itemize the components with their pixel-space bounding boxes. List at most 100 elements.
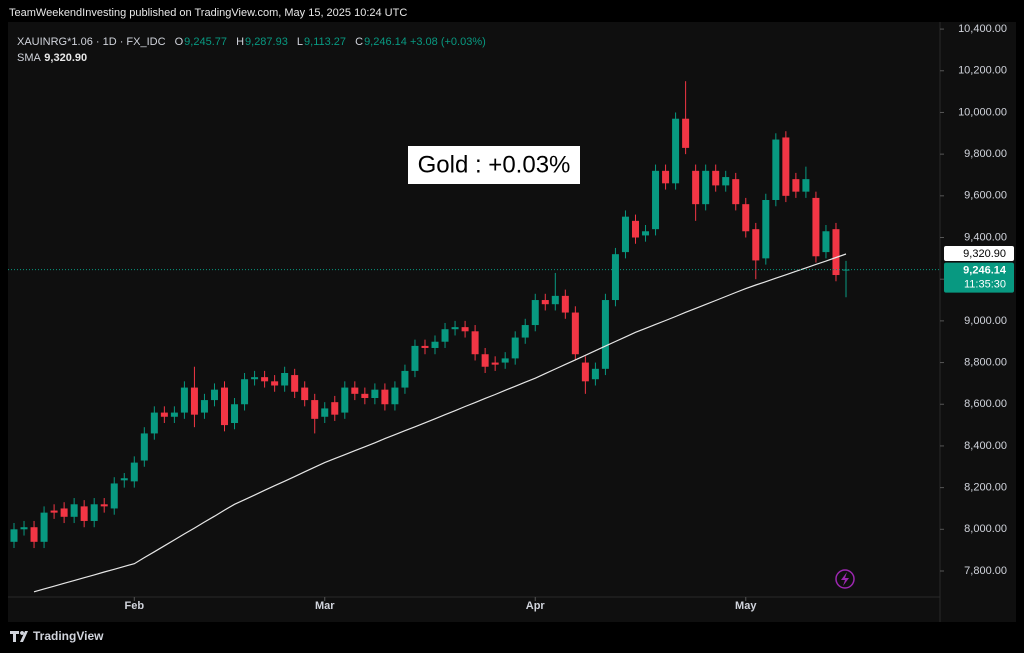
candle-body <box>50 510 58 513</box>
candle-body <box>331 402 339 415</box>
y-tick-label: 10,400.00 <box>958 23 1007 35</box>
annotation-box <box>408 146 580 184</box>
candle-body <box>611 254 619 301</box>
candle-body <box>501 358 509 363</box>
candle-body <box>150 412 158 434</box>
candle-body <box>672 118 680 184</box>
candle-body <box>100 504 108 507</box>
candle-body <box>642 231 650 236</box>
candle-body <box>251 377 259 380</box>
candle-body <box>180 387 188 413</box>
candle-body <box>190 387 198 415</box>
change: +3.08 (+0.03%) <box>410 36 486 48</box>
candle-body <box>80 506 88 521</box>
y-tick-label: 8,400.00 <box>964 440 1007 452</box>
candle-body <box>20 527 28 530</box>
candle-body <box>561 295 569 313</box>
candle-body <box>271 381 279 386</box>
candle-body <box>401 370 409 388</box>
y-tick-label: 9,000.00 <box>964 315 1007 327</box>
candle-body <box>120 478 128 481</box>
candle-body <box>411 345 419 371</box>
candle-body <box>221 387 229 426</box>
candle-body <box>311 400 319 419</box>
logo <box>10 631 28 642</box>
sma-label: SMA <box>17 52 42 64</box>
alert-icon[interactable] <box>835 569 855 589</box>
candle-body <box>381 389 389 405</box>
x-tick-label: Feb <box>125 600 145 612</box>
h-label: H <box>236 36 244 48</box>
alert-bolt <box>841 572 849 586</box>
candle-body <box>822 231 830 253</box>
price-tag-label: 9,246.14 <box>963 264 1007 276</box>
candle-body <box>521 325 529 338</box>
candle-body <box>70 504 78 517</box>
candle-body <box>571 312 579 355</box>
candle-body <box>581 362 589 382</box>
candle-body <box>130 462 138 482</box>
sma-tag-label: 9,320.90 <box>963 248 1006 260</box>
candle-body <box>732 179 740 205</box>
candle-body <box>591 368 599 380</box>
candle-body <box>601 300 609 369</box>
candle-body <box>471 331 479 355</box>
candle-body <box>421 345 429 348</box>
candle-body <box>742 204 750 232</box>
candle-body <box>431 341 439 348</box>
o-label: O <box>175 36 184 48</box>
candle-body <box>321 408 329 417</box>
x-tick-label: Mar <box>315 600 335 612</box>
candle-body <box>261 377 269 382</box>
candle-body <box>351 387 359 394</box>
candle-body <box>621 216 629 253</box>
candle-body <box>281 372 289 386</box>
candle-body <box>491 362 499 365</box>
candle-body <box>110 483 118 509</box>
c-label: C <box>355 36 363 48</box>
candle-body <box>702 170 710 205</box>
y-tick-label: 8,200.00 <box>964 482 1007 494</box>
candle-body <box>291 375 299 392</box>
candle-body <box>341 387 349 413</box>
header: TeamWeekendInvesting published on Tradin… <box>9 7 407 19</box>
y-tick-label: 9,800.00 <box>964 148 1007 160</box>
candle-body <box>461 327 469 332</box>
price-tag <box>944 262 1014 293</box>
candle-body <box>361 393 369 398</box>
c-value: 9,246.14 <box>364 36 407 48</box>
candle-body <box>481 354 489 367</box>
candle-body <box>752 229 760 261</box>
candle-body <box>692 170 700 205</box>
candle-body <box>802 179 810 192</box>
candle-body <box>451 327 459 330</box>
legend-ohlc: XAUINRG*1.06 · 1D · FX_IDC O9,245.77 H 9,… <box>17 36 486 48</box>
symbol: XAUINRG*1.06 · 1D · FX_IDC <box>17 36 166 48</box>
x-tick-label: May <box>735 600 757 612</box>
footer-brand: TradingView <box>33 629 104 643</box>
y-tick-label: 8,800.00 <box>964 356 1007 368</box>
sma-value: 9,320.90 <box>44 52 87 64</box>
countdown-label: 11:35:30 <box>964 278 1006 290</box>
y-tick-label: 10,000.00 <box>958 106 1007 118</box>
candle-body <box>231 404 239 424</box>
candle-body <box>772 139 780 200</box>
candle-body <box>170 412 178 417</box>
candle-body <box>60 508 68 517</box>
candle-body <box>722 177 730 186</box>
candle-body <box>301 387 309 401</box>
annotation: Gold : +0.03% <box>418 151 571 178</box>
y-tick-label: 7,800.00 <box>964 565 1007 577</box>
candle-body <box>682 118 690 148</box>
candle-body <box>531 300 539 326</box>
candle-body <box>210 389 218 401</box>
candle-body <box>140 433 148 461</box>
candle-body <box>441 329 449 342</box>
plot <box>8 81 940 593</box>
candle-body <box>391 387 399 405</box>
o-value: 9,245.77 <box>184 36 227 48</box>
y-tick-label: 9,400.00 <box>964 231 1007 243</box>
sma-tag <box>944 245 1014 261</box>
